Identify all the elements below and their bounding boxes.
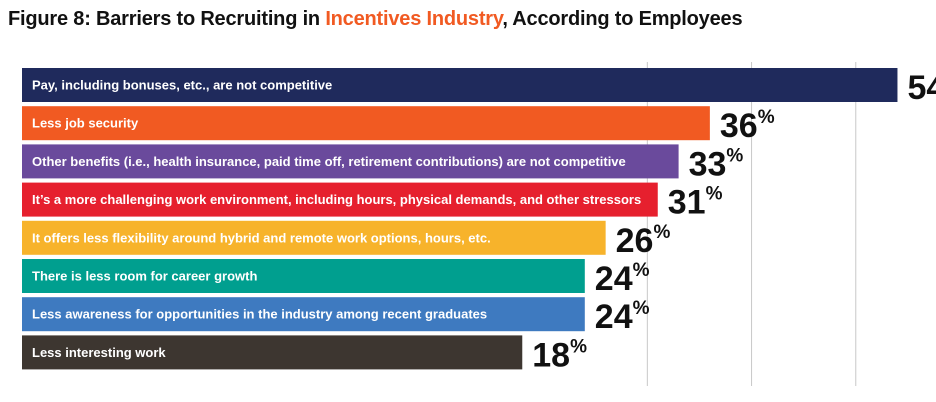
title-prefix: Figure 8: Barriers to Recruiting in (8, 8, 326, 30)
bar-value-label: 26% (616, 222, 671, 260)
bar-value-label: 18% (532, 336, 587, 374)
bar-value-label: 33% (689, 145, 744, 183)
bar-category-label: There is less room for career growth (32, 269, 257, 284)
bar-category-label: Pay, including bonuses, etc., are not co… (32, 78, 332, 93)
title-suffix: , According to Employees (502, 8, 743, 30)
bar-category-label: Less job security (32, 116, 139, 131)
bar-category-label: It’s a more challenging work environment… (32, 192, 641, 207)
bar-category-label: Less interesting work (32, 345, 166, 360)
bar (22, 220, 606, 255)
bar-value-label: 24% (595, 260, 650, 298)
bars: Pay, including bonuses, etc., are not co… (22, 68, 936, 374)
bar-category-label: Other benefits (i.e., health insurance, … (32, 154, 626, 169)
bar-category-label: It offers less flexibility around hybrid… (32, 230, 491, 245)
chart-title: Figure 8: Barriers to Recruiting in Ince… (8, 8, 743, 31)
bar (22, 182, 658, 217)
bar (22, 68, 898, 102)
bar (22, 259, 585, 293)
bar-category-label: Less awareness for opportunities in the … (32, 307, 487, 322)
bar-value-label: 31% (668, 184, 723, 222)
bar (22, 335, 523, 370)
title-highlight: Incentives Industry (325, 8, 503, 30)
bar (22, 144, 679, 179)
bar-value-label: 54% (907, 69, 936, 107)
bar (22, 106, 710, 141)
bar-value-label: 24% (595, 298, 650, 336)
bar-value-label: 36% (720, 107, 775, 145)
bar (22, 297, 585, 332)
